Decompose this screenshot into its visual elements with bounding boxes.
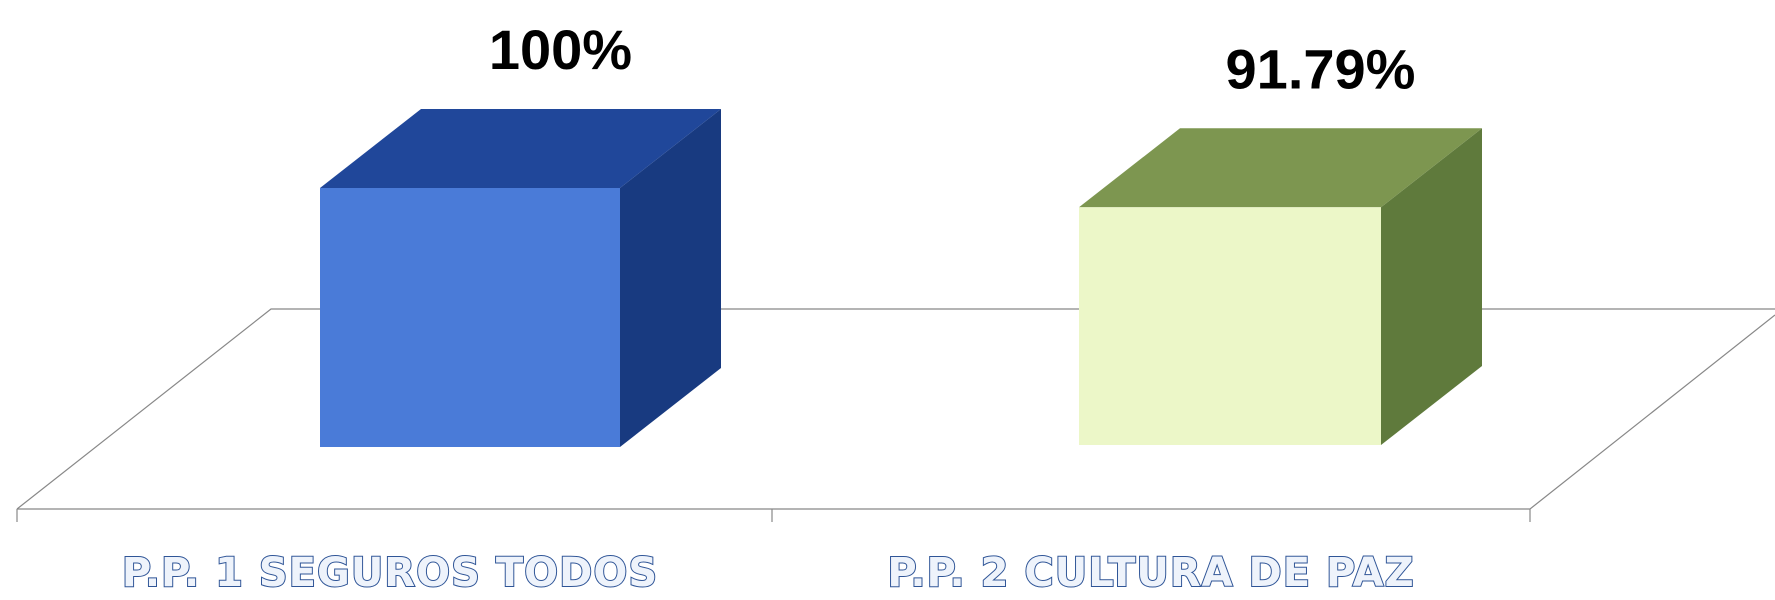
floor	[16, 308, 1775, 522]
floor-back-edge	[16, 308, 1775, 510]
bar-top	[1079, 128, 1482, 208]
category-label: P.P. 1 SEGUROS TODOS	[122, 550, 658, 596]
category-label: P.P. 2 CULTURA DE PAZ	[887, 550, 1414, 596]
bar-top	[320, 109, 721, 188]
bar-front	[1079, 207, 1381, 445]
bar-front	[320, 188, 620, 447]
value-label: 91.79%	[1226, 37, 1416, 100]
bar-side	[620, 109, 721, 447]
floor-front-edge	[17, 314, 1775, 510]
value-label: 100%	[489, 18, 632, 81]
bar-side	[1381, 128, 1482, 445]
